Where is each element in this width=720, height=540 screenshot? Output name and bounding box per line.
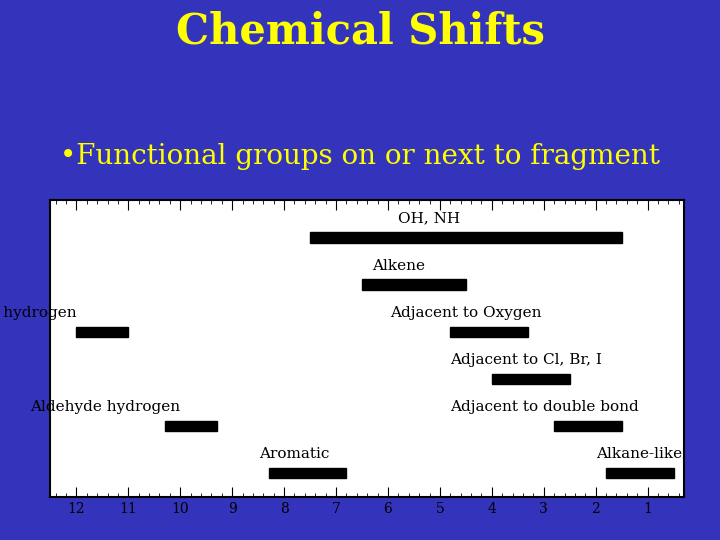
Bar bbox=[450, 327, 528, 337]
Text: Adjacent to Cl, Br, I: Adjacent to Cl, Br, I bbox=[450, 353, 602, 367]
Bar bbox=[165, 421, 217, 431]
Text: Adjacent to double bond: Adjacent to double bond bbox=[450, 400, 639, 414]
Bar bbox=[554, 421, 621, 431]
Text: Alkane-like: Alkane-like bbox=[595, 448, 682, 462]
Bar bbox=[492, 374, 570, 384]
Bar bbox=[606, 468, 674, 478]
Text: OH, NH: OH, NH bbox=[398, 212, 461, 226]
Text: Carboxylic acid hydrogen: Carboxylic acid hydrogen bbox=[0, 306, 76, 320]
Text: Aromatic: Aromatic bbox=[259, 448, 330, 462]
Bar bbox=[362, 280, 466, 290]
Text: Aldehyde hydrogen: Aldehyde hydrogen bbox=[30, 400, 180, 414]
Text: Alkene: Alkene bbox=[372, 259, 425, 273]
Text: Adjacent to Oxygen: Adjacent to Oxygen bbox=[390, 306, 541, 320]
Bar bbox=[310, 232, 621, 242]
Text: Chemical Shifts: Chemical Shifts bbox=[176, 10, 544, 52]
Bar bbox=[76, 327, 128, 337]
Text: •Functional groups on or next to fragment: •Functional groups on or next to fragmen… bbox=[60, 143, 660, 170]
Bar bbox=[269, 468, 346, 478]
